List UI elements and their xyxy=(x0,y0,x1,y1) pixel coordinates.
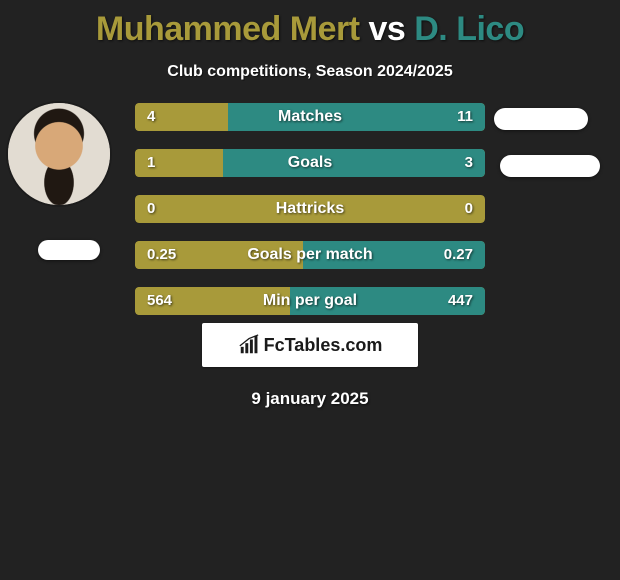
logo-text: FcTables.com xyxy=(264,335,383,356)
stat-label: Matches xyxy=(135,103,485,131)
stat-label: Goals xyxy=(135,149,485,177)
stat-row: 0.250.27Goals per match xyxy=(135,241,485,269)
title-vs: vs xyxy=(360,10,415,48)
player1-flag-chip xyxy=(38,240,100,260)
player2-flag-chip-2 xyxy=(500,155,600,177)
fctables-logo[interactable]: FcTables.com xyxy=(202,323,418,367)
stat-row: 411Matches xyxy=(135,103,485,131)
stat-row: 00Hattricks xyxy=(135,195,485,223)
bar-chart-icon xyxy=(238,334,260,356)
stat-row: 564447Min per goal xyxy=(135,287,485,315)
stat-row: 13Goals xyxy=(135,149,485,177)
stat-label: Goals per match xyxy=(135,241,485,269)
stat-label: Hattricks xyxy=(135,195,485,223)
player2-flag-chip-1 xyxy=(494,108,588,130)
subtitle: Club competitions, Season 2024/2025 xyxy=(0,63,620,81)
player1-avatar xyxy=(8,103,110,205)
stat-label: Min per goal xyxy=(135,287,485,315)
title-player2: D. Lico xyxy=(414,10,524,48)
avatar-face xyxy=(8,103,110,205)
comparison-card: Muhammed Mert vs D. Lico Club competitio… xyxy=(0,0,620,580)
title-player1: Muhammed Mert xyxy=(96,10,360,48)
snapshot-date: 9 january 2025 xyxy=(0,389,620,409)
stat-bars: 411Matches 13Goals 00Hattricks 0.250.27Goal… xyxy=(135,103,485,333)
page-title: Muhammed Mert vs D. Lico xyxy=(0,0,620,49)
